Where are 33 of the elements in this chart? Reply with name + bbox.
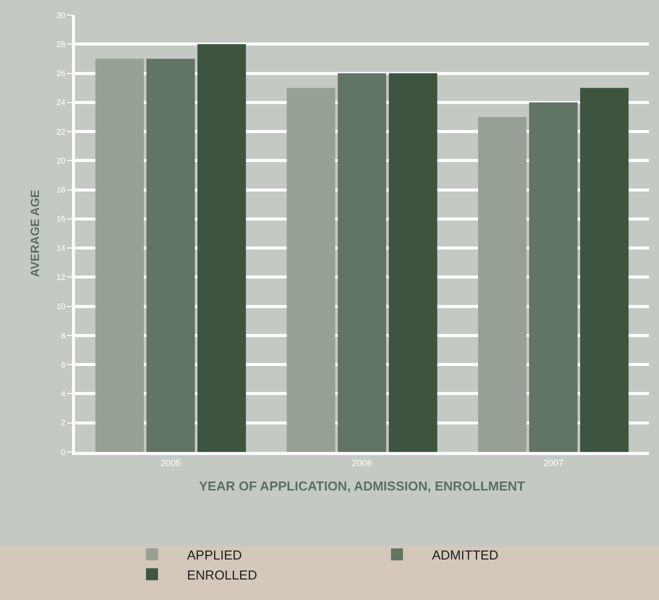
bar bbox=[529, 102, 578, 452]
legend-label: ENROLLED bbox=[187, 567, 258, 582]
x-tick-label: 2006 bbox=[352, 458, 372, 468]
bar bbox=[95, 58, 144, 452]
y-tick-label: 20 bbox=[56, 156, 66, 166]
y-axis-title: AVERAGE AGE bbox=[28, 190, 42, 278]
x-tick-label: 2007 bbox=[543, 458, 564, 468]
y-tick-label: 24 bbox=[56, 98, 66, 108]
bar bbox=[286, 88, 336, 452]
y-tick-label: 0 bbox=[60, 448, 66, 457]
y-tick-label: 22 bbox=[56, 127, 66, 136]
bar bbox=[197, 44, 246, 452]
y-tick-label: 2 bbox=[60, 418, 66, 428]
y-tick-label: 12 bbox=[56, 273, 66, 282]
y-tick-label: 4 bbox=[60, 390, 66, 399]
x-tick-label: 2005 bbox=[160, 458, 181, 468]
y-tick-label: 8 bbox=[60, 331, 66, 340]
y-tick-label: 6 bbox=[60, 360, 66, 370]
y-tick-label: 26 bbox=[56, 69, 66, 78]
y-tick-label: 28 bbox=[56, 40, 66, 49]
y-tick-label: 14 bbox=[56, 244, 66, 253]
bar bbox=[388, 73, 438, 452]
legend-label: APPLIED bbox=[187, 547, 242, 562]
bar bbox=[338, 73, 386, 452]
y-tick-label: 10 bbox=[56, 302, 66, 312]
x-axis-title: YEAR OF APPLICATION, ADMISSION, ENROLLMENT bbox=[199, 478, 526, 494]
bar bbox=[580, 88, 629, 452]
y-tick-label: 16 bbox=[56, 214, 66, 224]
bar bbox=[146, 58, 195, 452]
legend-label: ADMITTED bbox=[432, 547, 498, 562]
y-tick-label: 18 bbox=[56, 186, 66, 195]
y-tick-label: 30 bbox=[56, 10, 66, 20]
bar bbox=[478, 116, 527, 452]
